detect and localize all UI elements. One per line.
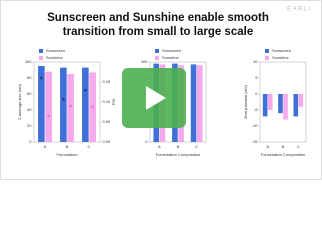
y-axis-label: Zeta potential (mV) — [243, 84, 248, 119]
x-tick-label: C — [297, 144, 300, 149]
pdi-dot — [62, 97, 65, 101]
y-tick-label: 20 — [27, 123, 32, 128]
x-tick-label: A — [44, 144, 47, 149]
legend-swatch — [155, 56, 159, 60]
bar — [82, 67, 89, 142]
bar — [38, 66, 45, 142]
pdi-dot — [40, 76, 43, 80]
y2-tick-label: 0.05 — [103, 119, 112, 124]
slide-title: Sunscreen and Sunshine enable smooth tran… — [47, 12, 269, 38]
bar — [283, 94, 288, 120]
legend-label: Sunscreen — [162, 48, 181, 53]
y-tick-label: 40 — [27, 107, 32, 112]
bar — [267, 94, 273, 110]
x-tick-label: A — [266, 144, 269, 149]
bar — [196, 65, 203, 142]
x-tick-label: C — [88, 144, 91, 149]
pdi-dot — [84, 88, 87, 92]
legend-swatch — [39, 56, 43, 60]
bar — [262, 94, 268, 117]
bar — [278, 94, 283, 114]
pdi-dot — [69, 104, 72, 108]
x-tick-label: B — [66, 144, 69, 149]
y2-tick-label: 0.10 — [103, 99, 112, 104]
legend-label: Sunshine — [162, 55, 179, 60]
y-tick-label: 60 — [27, 91, 32, 96]
y2-tick-label: 0.15 — [103, 79, 112, 84]
y-tick-label: 80 — [27, 75, 32, 80]
play-button[interactable] — [122, 68, 186, 128]
legend-swatch — [265, 49, 269, 53]
y-tick-label: -15 — [252, 139, 259, 144]
pdi-dot — [91, 105, 94, 109]
x-axis-label: Formulation Composition — [156, 152, 200, 157]
y2-axis-label: PDI — [111, 99, 116, 106]
slide: Sunscreen and Sunshine enable smooth tran… — [0, 0, 322, 180]
y-tick-label: 10 — [253, 59, 258, 64]
bar — [298, 94, 304, 107]
x-tick-label: B — [282, 144, 285, 149]
legend-label: Sunscreen — [46, 48, 65, 53]
play-icon[interactable] — [146, 86, 166, 110]
x-axis-label: Formulation — [56, 152, 77, 157]
logo: EARLI — [287, 7, 312, 13]
y-tick-label: -5 — [254, 107, 258, 112]
legend-label: Sunshine — [272, 55, 289, 60]
plot-frame — [259, 61, 307, 143]
y-tick-label: 100 — [141, 59, 148, 64]
legend-swatch — [265, 56, 269, 60]
legend-label: Sunscreen — [272, 48, 291, 53]
bar — [45, 71, 52, 142]
bar — [190, 64, 197, 142]
y-tick-label: 0 — [145, 139, 148, 144]
legend-swatch — [39, 49, 43, 53]
x-tick-label: C — [195, 144, 198, 149]
bar — [67, 74, 74, 142]
x-axis-label: Formulation Composition — [261, 152, 305, 157]
y2-tick-label: 0.00 — [103, 139, 112, 144]
bar — [60, 67, 67, 142]
y-tick-label: 0 — [29, 139, 32, 144]
x-tick-label: B — [177, 144, 180, 149]
x-tick-label: A — [158, 144, 161, 149]
y-tick-label: 100 — [25, 59, 32, 64]
y-tick-label: 0 — [255, 91, 258, 96]
y-axis-label: Z-average size (nm) — [17, 83, 22, 119]
pdi-dot — [47, 114, 50, 118]
y-tick-label: -10 — [252, 123, 259, 128]
legend-swatch — [155, 49, 159, 53]
legend-label: Sunshine — [46, 55, 63, 60]
y-tick-label: 5 — [255, 75, 258, 80]
bar — [293, 94, 299, 117]
